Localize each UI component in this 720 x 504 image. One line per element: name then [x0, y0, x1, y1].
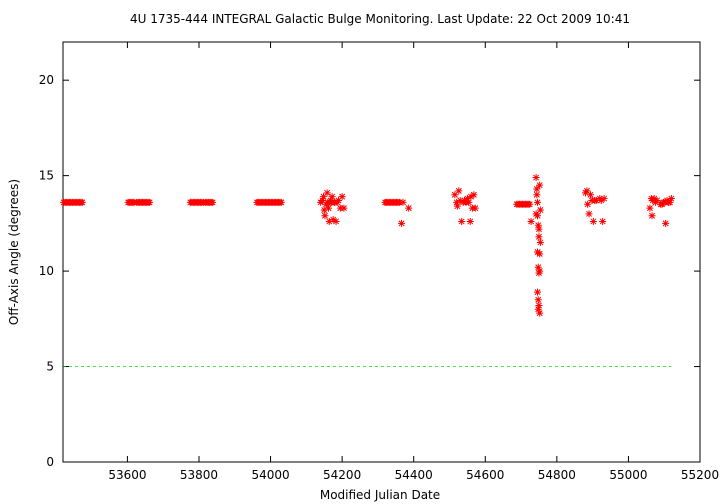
x-tick-label: 54000 — [251, 468, 289, 482]
data-point — [532, 210, 540, 218]
x-tick-label: 54800 — [538, 468, 576, 482]
data-point — [325, 204, 333, 212]
y-tick-label: 15 — [39, 169, 54, 183]
data-point — [327, 196, 335, 204]
y-tick-label: 10 — [39, 264, 54, 278]
data-point — [534, 198, 542, 206]
data-point — [325, 217, 333, 225]
data-point — [405, 204, 413, 212]
data-point — [328, 193, 336, 201]
data-point — [463, 195, 471, 203]
x-tick-label: 55200 — [681, 468, 719, 482]
data-point — [395, 198, 403, 206]
data-point — [336, 204, 344, 212]
data-point — [338, 193, 346, 201]
data-point — [527, 217, 535, 225]
data-point — [332, 217, 340, 225]
plot-frame — [62, 41, 701, 463]
data-point — [335, 196, 343, 204]
data-point — [586, 191, 594, 199]
data-point — [667, 195, 675, 203]
data-point — [323, 189, 331, 197]
data-point — [146, 198, 154, 206]
data-point — [467, 193, 475, 201]
data-point — [585, 210, 593, 218]
chart-title: 4U 1735-444 INTEGRAL Galactic Bulge Moni… — [130, 12, 630, 26]
data-point — [535, 225, 543, 233]
data-point — [209, 198, 217, 206]
data-point — [584, 200, 592, 208]
data-point — [646, 204, 654, 212]
data-point — [662, 219, 670, 227]
data-point — [277, 198, 285, 206]
data-point — [536, 181, 544, 189]
data-point — [320, 206, 328, 214]
data-point — [456, 196, 464, 204]
plot-area: 0 5 10 15 20 53600 53800 54000 54200 54400 54600 54… — [39, 41, 719, 482]
data-point — [532, 174, 540, 182]
data-point — [536, 309, 544, 317]
data-point — [535, 301, 543, 309]
data-point — [535, 269, 543, 277]
data-point — [589, 217, 597, 225]
data-point — [399, 198, 407, 206]
data-point — [534, 296, 542, 304]
y-tick-label: 20 — [39, 73, 54, 87]
data-point — [321, 212, 329, 220]
y-tick-label: 0 — [46, 455, 54, 469]
data-point — [466, 217, 474, 225]
data-point — [533, 185, 541, 193]
data-point — [653, 196, 661, 204]
x-tick-label: 54400 — [395, 468, 433, 482]
data-point — [536, 238, 544, 246]
y-axis-label: Off-Axis Angle (degrees) — [7, 179, 21, 325]
data-point — [533, 191, 541, 199]
data-point — [599, 217, 607, 225]
data-point — [536, 206, 544, 214]
data-point — [583, 187, 591, 195]
x-tick-label: 54600 — [466, 468, 504, 482]
data-point — [458, 217, 466, 225]
data-point — [534, 288, 542, 296]
data-point — [536, 267, 544, 275]
data-point — [465, 198, 473, 206]
data-point — [453, 202, 461, 210]
data-point — [600, 195, 608, 203]
x-tick-label: 53600 — [108, 468, 146, 482]
data-point — [526, 200, 534, 208]
data-point — [648, 212, 656, 220]
data-point — [534, 305, 542, 313]
data-point — [470, 191, 478, 199]
data-point — [329, 216, 337, 224]
data-point — [650, 195, 658, 203]
x-tick-label: 54200 — [323, 468, 361, 482]
x-axis-label: Modified Julian Date — [320, 488, 440, 502]
data-point — [340, 204, 348, 212]
data-point — [534, 263, 542, 271]
data-point — [592, 196, 600, 204]
y-tick-label: 5 — [46, 360, 54, 374]
data-point — [471, 204, 479, 212]
data-point — [534, 221, 542, 229]
data-point — [455, 187, 463, 195]
data-point — [666, 198, 674, 206]
data-point — [320, 193, 328, 201]
data-point — [453, 198, 461, 206]
data-point — [398, 219, 406, 227]
data-point — [534, 248, 542, 256]
data-point — [451, 191, 459, 199]
data-point — [535, 233, 543, 241]
data-point — [318, 196, 326, 204]
data-point — [597, 196, 605, 204]
x-tick-label: 53800 — [180, 468, 218, 482]
data-point — [78, 198, 86, 206]
x-tick-label: 55000 — [609, 468, 647, 482]
